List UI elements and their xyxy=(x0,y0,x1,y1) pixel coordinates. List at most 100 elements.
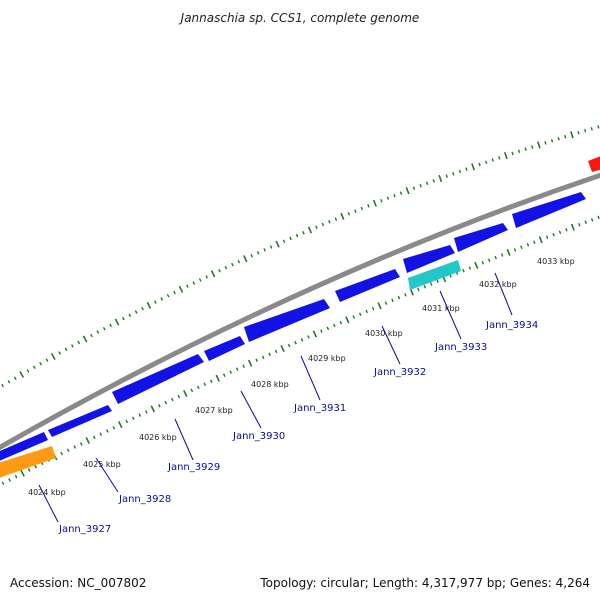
gene-arrow[interactable] xyxy=(244,299,330,342)
gene-label[interactable]: Jann_3932 xyxy=(373,367,426,378)
accession-text: Accession: NC_007802 xyxy=(10,576,146,590)
gene-label[interactable]: Jann_3934 xyxy=(485,320,538,331)
gene-label[interactable]: Jann_3929 xyxy=(167,462,220,473)
scale-tick xyxy=(224,265,228,270)
scale-tick xyxy=(150,405,156,413)
gene-label[interactable]: Jann_3930 xyxy=(232,431,285,442)
gene-arrow[interactable] xyxy=(512,192,586,228)
scale-tick xyxy=(584,220,587,225)
scale-tick xyxy=(282,239,286,243)
scale-tick xyxy=(405,187,410,195)
scale-tick xyxy=(481,261,485,265)
scale-tick xyxy=(513,248,517,252)
scale-tick xyxy=(468,266,472,270)
gene-label[interactable]: Jann_3931 xyxy=(293,403,346,414)
gene-arrow[interactable] xyxy=(454,223,508,252)
scale-tick xyxy=(14,474,18,479)
gene-leader-lines xyxy=(38,272,513,523)
scale-tick xyxy=(533,240,536,244)
scale-tick xyxy=(590,218,594,222)
scale-tick xyxy=(242,364,246,369)
scale-tick xyxy=(345,316,350,324)
scale-tick xyxy=(491,158,494,162)
scale-tick xyxy=(178,285,184,293)
scale-tick xyxy=(77,340,81,345)
scale-tick xyxy=(39,361,43,366)
gene-arrow[interactable] xyxy=(403,245,455,273)
scale-tick xyxy=(564,135,567,139)
scale-tick xyxy=(500,253,504,257)
scale-tick xyxy=(393,193,396,198)
scale-tick xyxy=(269,245,273,249)
scale-tick xyxy=(99,432,103,436)
scale-tick xyxy=(436,279,439,284)
scale-tick xyxy=(79,442,83,446)
inner-tick-ring xyxy=(1,215,600,486)
scale-tick xyxy=(380,198,383,203)
scale-tick xyxy=(544,141,547,145)
scale-tick xyxy=(487,258,491,262)
kbp-labels: 4024 kbp 4025 kbp 4026 kbp 4027 kbp 4028… xyxy=(28,257,575,497)
scale-tick xyxy=(170,397,174,402)
scale-tick xyxy=(114,318,120,326)
scale-tick xyxy=(478,162,481,167)
scale-tick xyxy=(112,426,116,430)
scale-tick xyxy=(205,275,208,279)
kbp-label: 4032 kbp xyxy=(479,280,517,289)
scale-tick xyxy=(340,212,345,220)
kbp-label: 4024 kbp xyxy=(28,488,66,497)
gene-arrow[interactable] xyxy=(112,354,204,404)
scale-tick xyxy=(96,330,100,334)
scale-tick xyxy=(222,373,226,377)
scale-tick xyxy=(597,215,600,220)
leader-line xyxy=(494,272,513,316)
scale-tick xyxy=(274,349,278,354)
scale-tick xyxy=(235,367,239,371)
scale-tick xyxy=(102,326,106,331)
topology-text: Topology: circular; Length: 4,317,977 bp… xyxy=(259,576,590,590)
gene-label[interactable]: Jann_3927 xyxy=(58,524,111,535)
scale-tick xyxy=(121,316,125,321)
scale-tick xyxy=(295,233,299,238)
scale-tick xyxy=(64,347,68,352)
scale-tick xyxy=(218,268,221,273)
gene-arrow[interactable] xyxy=(0,432,48,461)
scale-tick xyxy=(417,287,420,292)
scale-tick xyxy=(210,270,216,278)
scale-tick xyxy=(320,329,323,333)
scale-tick xyxy=(92,435,96,440)
outer-tick-ring xyxy=(1,125,600,388)
scale-tick xyxy=(399,191,403,195)
scale-tick xyxy=(360,206,364,211)
gene-arrow[interactable] xyxy=(335,269,400,302)
kbp-label: 4030 kbp xyxy=(365,329,403,338)
gene-label[interactable]: Jann_3933 xyxy=(434,342,487,353)
scale-tick xyxy=(307,335,310,339)
gene-label[interactable]: Jann_3928 xyxy=(118,494,171,505)
scale-tick xyxy=(537,141,541,149)
leader-line xyxy=(381,325,401,365)
scale-tick xyxy=(82,335,88,343)
scale-tick xyxy=(90,333,93,338)
scale-tick xyxy=(294,340,297,345)
gene-arrow[interactable] xyxy=(48,405,112,437)
scale-tick xyxy=(352,315,356,319)
scale-tick xyxy=(358,312,362,316)
scale-tick xyxy=(268,352,271,357)
scale-tick xyxy=(85,437,91,445)
scale-tick xyxy=(429,282,433,286)
scale-tick xyxy=(471,163,475,171)
scale-tick xyxy=(287,343,291,348)
scale-tick xyxy=(419,183,422,188)
leader-line xyxy=(174,418,194,461)
gene-block-cyan[interactable] xyxy=(408,260,461,290)
scale-tick xyxy=(183,389,188,397)
scale-tick xyxy=(506,248,511,256)
scale-tick xyxy=(231,262,234,267)
gene-arrow[interactable] xyxy=(204,336,245,361)
gene-arrow[interactable] xyxy=(588,154,600,172)
scale-tick xyxy=(237,259,241,264)
scale-tick xyxy=(105,429,109,433)
gene-block-orange[interactable] xyxy=(0,446,56,478)
scale-tick xyxy=(432,179,435,183)
